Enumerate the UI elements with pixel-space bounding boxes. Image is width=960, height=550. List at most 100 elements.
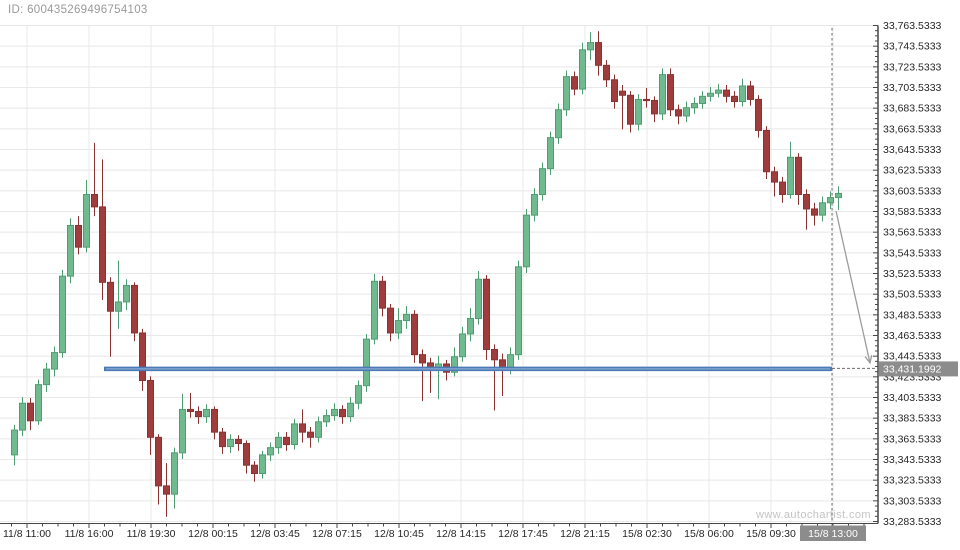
- candle-body-bear: [483, 278, 490, 350]
- candle-body-bear: [811, 208, 818, 216]
- candle: [75, 216, 82, 255]
- candle-body-bull: [67, 224, 74, 277]
- candle-body-bear: [131, 284, 138, 334]
- candle-body-bull: [459, 333, 466, 358]
- axes: [0, 25, 879, 528]
- candle: [203, 404, 210, 423]
- x-axis-tick-label: 12/8 00:15: [188, 528, 238, 540]
- candle-body-bull: [347, 402, 354, 418]
- x-axis-tick-label: 12/8 03:45: [250, 528, 300, 540]
- candle-body-bull: [547, 137, 554, 170]
- x-axis-tick-label: 12/8 17:45: [498, 528, 548, 540]
- candle-body-bear: [251, 464, 258, 474]
- candle-body-bear: [187, 408, 194, 412]
- candle: [811, 202, 818, 226]
- candle-body-bear: [491, 348, 498, 361]
- candle-body-bull: [179, 408, 186, 454]
- candle: [187, 392, 194, 418]
- candle: [11, 424, 18, 466]
- candle: [163, 463, 170, 517]
- candle-body-bull: [123, 284, 130, 303]
- candle-body-bear: [283, 436, 290, 446]
- candle: [643, 88, 650, 108]
- candle-body-bull: [51, 352, 58, 370]
- candle: [331, 403, 338, 421]
- candle-body-bear: [803, 193, 810, 210]
- candle: [627, 91, 634, 133]
- time-tag: 15/8 13:00: [800, 525, 866, 541]
- candle: [739, 78, 746, 107]
- candle: [83, 180, 90, 253]
- y-axis-tick-label: 33,703.5333: [883, 82, 942, 94]
- y-axis-tick-label: 33,743.5333: [883, 41, 942, 53]
- x-axis-tick-label: 15/8 02:30: [622, 528, 672, 540]
- candle-body-bear: [75, 224, 82, 248]
- candle: [19, 397, 26, 437]
- candle: [675, 104, 682, 125]
- candle: [699, 91, 706, 109]
- candle-body-bull: [59, 275, 66, 354]
- candle: [355, 380, 362, 410]
- y-axis-tick-label: 33,503.5333: [883, 289, 942, 301]
- x-axis-tick-label: 15/8 09:30: [746, 528, 796, 540]
- candle: [243, 440, 250, 474]
- candle: [107, 277, 114, 357]
- candle: [451, 347, 458, 377]
- candle-body-bear: [603, 64, 610, 81]
- y-axis-tick-label: 33,623.5333: [883, 165, 942, 177]
- candle-body-bull: [83, 193, 90, 248]
- candle-body-bear: [99, 206, 106, 283]
- arrow-head: [864, 354, 873, 365]
- candle: [59, 269, 66, 358]
- candle: [171, 447, 178, 509]
- candle: [835, 186, 842, 210]
- candle-body-bear: [675, 109, 682, 117]
- candle-body-bull: [467, 317, 474, 335]
- candle-body-bull: [35, 384, 42, 422]
- candle: [779, 176, 786, 203]
- candle: [195, 406, 202, 424]
- candle: [523, 208, 530, 274]
- candle-body-bull: [363, 338, 370, 387]
- candle-body-bull: [659, 74, 666, 115]
- candle: [547, 131, 554, 175]
- candle-body-bear: [211, 408, 218, 433]
- candle-body-bull: [739, 85, 746, 102]
- candle: [123, 279, 130, 311]
- candle-body-bull: [579, 49, 586, 90]
- y-axis-tick-label: 33,303.5333: [883, 495, 942, 507]
- y-axis-tick-label: 33,323.5333: [883, 475, 942, 487]
- candle: [571, 71, 578, 96]
- y-axis-tick-label: 33,663.5333: [883, 123, 942, 135]
- candlesticks: [11, 31, 842, 517]
- candle: [259, 450, 266, 479]
- candle-body-bull: [507, 354, 514, 369]
- autochartist-watermark: www.autochartist.com: [756, 509, 871, 521]
- candle: [275, 432, 282, 454]
- candle: [435, 355, 442, 400]
- candle: [755, 95, 762, 138]
- candle: [379, 276, 386, 317]
- candle-body-bear: [595, 42, 602, 66]
- candle-body-bear: [139, 332, 146, 381]
- candle-body-bear: [611, 79, 618, 102]
- candle-body-bear: [795, 156, 802, 195]
- candle: [715, 83, 722, 98]
- candle-body-bull: [523, 214, 530, 268]
- candle-body-bear: [723, 89, 730, 97]
- forecast-arrow: [835, 210, 873, 365]
- candle: [155, 434, 162, 505]
- candle: [251, 461, 258, 482]
- gridlines: [0, 25, 878, 524]
- x-axis-tick-label: 12/8 07:15: [312, 528, 362, 540]
- candle-body-bear: [627, 94, 634, 125]
- candle-body-bear: [219, 431, 226, 448]
- candle: [659, 68, 666, 121]
- candle-body-bull: [331, 408, 338, 417]
- candle: [651, 96, 658, 123]
- candle: [683, 101, 690, 123]
- x-axis-tick-label: 12/8 10:45: [374, 528, 424, 540]
- candle-body-bull: [19, 402, 26, 431]
- candle: [803, 189, 810, 230]
- candle: [515, 260, 522, 360]
